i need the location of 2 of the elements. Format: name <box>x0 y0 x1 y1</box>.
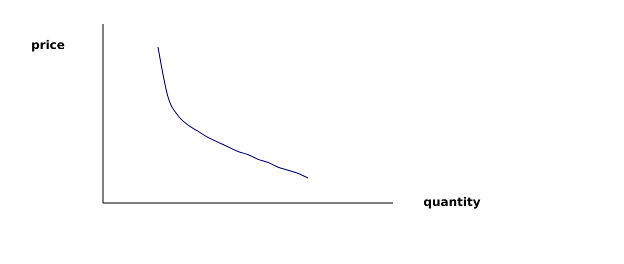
x-axis-title: quantity <box>423 195 481 209</box>
y-axis-title: price <box>31 38 65 52</box>
